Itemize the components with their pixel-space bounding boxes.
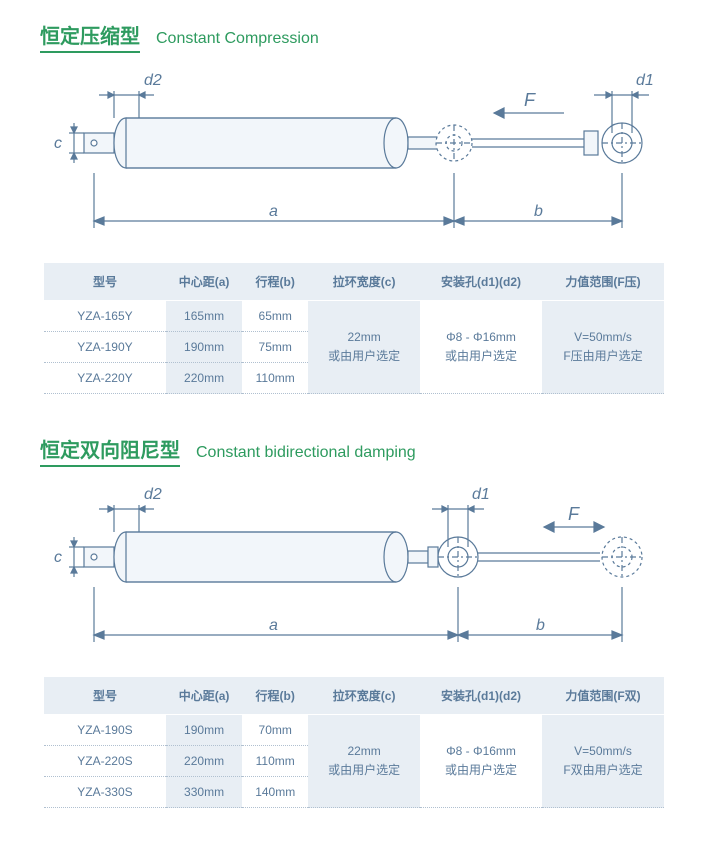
label-a: a — [269, 617, 278, 634]
cell-model: YZA-190S — [44, 715, 166, 746]
cell-model: YZA-165Y — [44, 301, 166, 332]
table-row: YZA-190S 190mm 70mm 22mm或由用户选定 Φ8 - Φ16m… — [44, 715, 664, 746]
th-f: 力值范围(F双) — [542, 677, 664, 715]
cell-b: 140mm — [242, 777, 308, 808]
th-model: 型号 — [44, 263, 166, 301]
section-bidirectional: 恒定双向阻尼型 Constant bidirectional damping c — [40, 434, 668, 808]
cell-a: 190mm — [166, 715, 242, 746]
th-b: 行程(b) — [242, 263, 308, 301]
cell-b: 75mm — [242, 332, 308, 363]
cell-c-merged: 22mm或由用户选定 — [308, 301, 420, 394]
table-header-row: 型号 中心距(a) 行程(b) 拉环宽度(c) 安装孔(d1)(d2) 力值范围… — [44, 263, 664, 301]
table-compression: 型号 中心距(a) 行程(b) 拉环宽度(c) 安装孔(d1)(d2) 力值范围… — [44, 263, 664, 394]
th-a: 中心距(a) — [166, 677, 242, 715]
cell-a: 220mm — [166, 746, 242, 777]
label-d2: d2 — [144, 487, 162, 503]
th-d: 安装孔(d1)(d2) — [420, 263, 542, 301]
label-d1: d1 — [636, 73, 654, 89]
th-a: 中心距(a) — [166, 263, 242, 301]
cell-model: YZA-330S — [44, 777, 166, 808]
table-row: YZA-165Y 165mm 65mm 22mm或由用户选定 Φ8 - Φ16m… — [44, 301, 664, 332]
cell-model: YZA-220S — [44, 746, 166, 777]
cell-a: 220mm — [166, 363, 242, 394]
label-F: F — [524, 90, 536, 110]
label-b: b — [534, 203, 543, 220]
heading-row: 恒定双向阻尼型 Constant bidirectional damping — [40, 434, 668, 467]
th-f: 力值范围(F压) — [542, 263, 664, 301]
cell-a: 190mm — [166, 332, 242, 363]
heading-cn: 恒定压缩型 — [40, 20, 140, 53]
diagram-compression: c d2 — [44, 73, 664, 243]
cell-a: 165mm — [166, 301, 242, 332]
cell-b: 110mm — [242, 746, 308, 777]
th-c: 拉环宽度(c) — [308, 677, 420, 715]
label-d2: d2 — [144, 73, 162, 89]
cell-c-merged: 22mm或由用户选定 — [308, 715, 420, 808]
th-model: 型号 — [44, 677, 166, 715]
table-bidirectional: 型号 中心距(a) 行程(b) 拉环宽度(c) 安装孔(d1)(d2) 力值范围… — [44, 677, 664, 808]
heading-en: Constant Compression — [156, 30, 319, 48]
th-b: 行程(b) — [242, 677, 308, 715]
label-F: F — [568, 504, 580, 524]
label-d1: d1 — [472, 487, 490, 503]
label-a: a — [269, 203, 278, 220]
th-c: 拉环宽度(c) — [308, 263, 420, 301]
cell-b: 70mm — [242, 715, 308, 746]
heading-en: Constant bidirectional damping — [196, 444, 416, 462]
heading-cn: 恒定双向阻尼型 — [40, 434, 180, 467]
diagram-bidirectional: c d2 — [44, 487, 664, 657]
table-header-row: 型号 中心距(a) 行程(b) 拉环宽度(c) 安装孔(d1)(d2) 力值范围… — [44, 677, 664, 715]
cell-b: 110mm — [242, 363, 308, 394]
cell-d-merged: Φ8 - Φ16mm或由用户选定 — [420, 715, 542, 808]
section-compression: 恒定压缩型 Constant Compression c — [40, 20, 668, 394]
cell-b: 65mm — [242, 301, 308, 332]
label-b: b — [536, 617, 545, 634]
cell-f-merged: V=50mm/sF双由用户选定 — [542, 715, 664, 808]
label-c: c — [54, 549, 62, 566]
cell-model: YZA-190Y — [44, 332, 166, 363]
cell-model: YZA-220Y — [44, 363, 166, 394]
cell-d-merged: Φ8 - Φ16mm或由用户选定 — [420, 301, 542, 394]
heading-row: 恒定压缩型 Constant Compression — [40, 20, 668, 53]
label-c: c — [54, 135, 62, 152]
cell-a: 330mm — [166, 777, 242, 808]
th-d: 安装孔(d1)(d2) — [420, 677, 542, 715]
cell-f-merged: V=50mm/sF压由用户选定 — [542, 301, 664, 394]
